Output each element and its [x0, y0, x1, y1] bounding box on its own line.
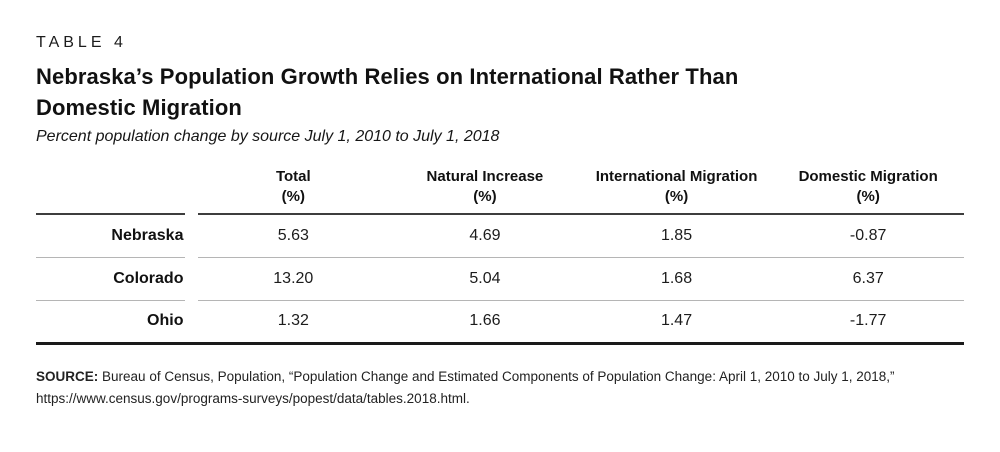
column-gap [185, 214, 197, 257]
ohio-international-migration: 1.47 [580, 300, 773, 345]
table-subtitle: Percent population change by source July… [36, 128, 500, 145]
colorado-international-migration: 1.68 [580, 257, 773, 301]
source-line-1: SOURCE: Bureau of Census, Population, “P… [36, 366, 964, 388]
column-header-natural-increase-label: Natural Increase [426, 168, 544, 185]
column-header-natural-increase-unit: (%) [473, 188, 497, 205]
population-change-table: Total (%) Natural Increase (%) Internati… [36, 167, 964, 345]
table-number-label: TABLE 4 [36, 34, 127, 51]
column-header-total-unit: (%) [281, 188, 305, 205]
column-gap [185, 257, 197, 300]
table-title: Nebraska’s Population Growth Relies on I… [36, 61, 964, 123]
state-column-header [36, 167, 186, 215]
column-header-total-label: Total [275, 168, 311, 185]
table-row-ohio: Ohio 1.32 1.66 1.47 -1.77 [36, 300, 964, 345]
ohio-domestic-migration: -1.77 [772, 300, 964, 345]
table-header: Total (%) Natural Increase (%) Internati… [36, 167, 964, 215]
column-header-international-migration-label: International Migration [595, 168, 758, 185]
ohio-total: 1.32 [197, 300, 390, 345]
table-row-nebraska: Nebraska 5.63 4.69 1.85 -0.87 [36, 214, 964, 258]
source-url: https://www.census.gov/programs-surveys/… [36, 390, 470, 406]
colorado-total: 13.20 [197, 257, 390, 301]
row-label-colorado: Colorado [36, 257, 186, 301]
column-gap [185, 167, 197, 214]
source-citation: Bureau of Census, Population, “Populatio… [102, 368, 895, 384]
nebraska-international-migration: 1.85 [580, 214, 773, 258]
table-title-line-2: Domestic Migration [36, 95, 242, 120]
colorado-natural-increase: 5.04 [389, 257, 581, 301]
nebraska-total: 5.63 [197, 214, 390, 258]
column-header-total: Total (%) [197, 167, 390, 215]
column-header-international-migration: International Migration (%) [580, 167, 773, 215]
nebraska-natural-increase: 4.69 [389, 214, 581, 258]
row-label-nebraska: Nebraska [36, 214, 186, 258]
source-label: SOURCE: [36, 368, 99, 384]
column-header-international-migration-unit: (%) [664, 188, 689, 205]
colorado-domestic-migration: 6.37 [772, 257, 964, 301]
row-label-ohio: Ohio [36, 300, 186, 345]
table-row-colorado: Colorado 13.20 5.04 1.68 6.37 [36, 257, 964, 301]
column-gap [185, 300, 198, 345]
column-header-domestic-migration-unit: (%) [856, 188, 880, 205]
table-title-line-1: Nebraska’s Population Growth Relies on I… [36, 64, 739, 89]
column-header-domestic-migration-label: Domestic Migration [798, 168, 938, 185]
column-header-domestic-migration: Domestic Migration (%) [772, 167, 964, 215]
column-header-natural-increase: Natural Increase (%) [389, 167, 581, 215]
source-note: SOURCE: Bureau of Census, Population, “P… [36, 366, 964, 410]
nebraska-domestic-migration: -0.87 [772, 214, 964, 258]
ohio-natural-increase: 1.66 [389, 300, 581, 345]
